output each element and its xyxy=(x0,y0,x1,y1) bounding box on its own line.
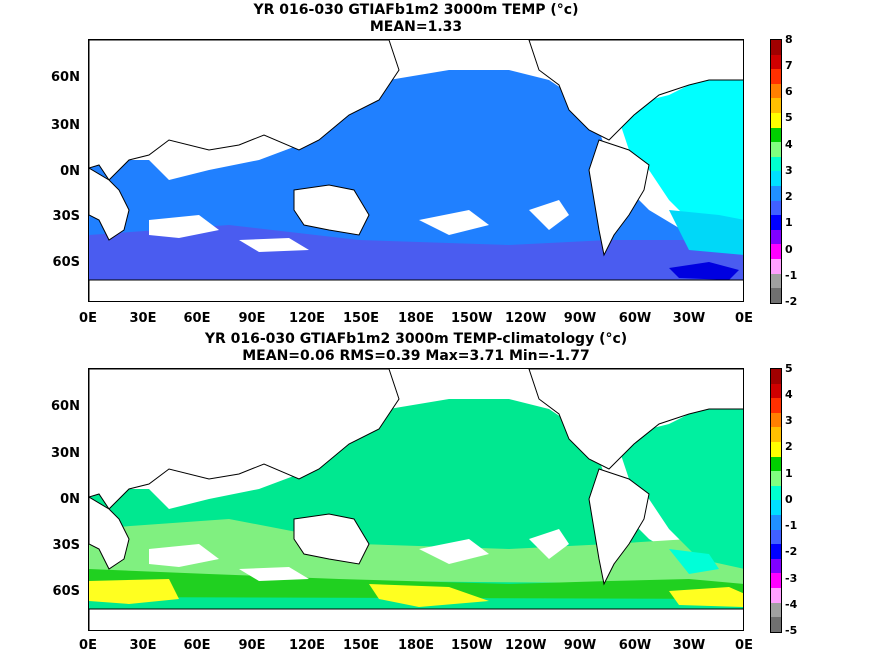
lon-label: 30E xyxy=(129,311,157,326)
cb-tick: 3 xyxy=(785,414,793,427)
top-deep-blue-patch xyxy=(669,262,739,280)
lon-label: 150W xyxy=(451,311,493,326)
lon-label: 60W xyxy=(618,638,652,653)
cb-tick: -1 xyxy=(785,269,798,282)
lon-label: 0E xyxy=(735,311,753,326)
lat-label: 0N xyxy=(60,164,80,179)
lon-label: 30W xyxy=(672,638,706,653)
top-land-australia xyxy=(293,184,370,236)
lat-label: 30N xyxy=(51,118,80,133)
lon-label: 90E xyxy=(238,311,266,326)
lon-label: 150E xyxy=(342,638,380,653)
lat-label: 60N xyxy=(51,70,80,85)
lon-label: 120W xyxy=(505,638,547,653)
top-land-eurasia xyxy=(89,40,400,181)
top-atlantic-south xyxy=(669,210,743,255)
bottom-yellow-east xyxy=(669,587,743,607)
lon-label: 90W xyxy=(563,311,597,326)
top-atlantic-field xyxy=(619,80,743,240)
cb-tick: -2 xyxy=(785,295,798,308)
cb-tick: -4 xyxy=(785,598,798,611)
lon-label: 150E xyxy=(342,311,380,326)
top-pacific-field xyxy=(89,70,743,280)
cb-tick: 7 xyxy=(785,59,793,72)
bottom-yellow-mid xyxy=(369,584,489,607)
lat-label: 60S xyxy=(52,255,80,270)
lat-label: 30S xyxy=(52,209,80,224)
lat-label: 30N xyxy=(51,446,80,461)
cb-tick: 8 xyxy=(785,33,793,46)
bottom-land-eurasia xyxy=(89,369,400,510)
lon-label: 0E xyxy=(79,311,97,326)
lon-label: 90W xyxy=(563,638,597,653)
cb-tick: 5 xyxy=(785,111,793,124)
lon-label: 30W xyxy=(672,311,706,326)
lon-label: 120W xyxy=(505,311,547,326)
lon-label: 60E xyxy=(183,311,211,326)
top-map xyxy=(88,39,744,302)
lon-label: 90E xyxy=(238,638,266,653)
lat-label: 0N xyxy=(60,492,80,507)
lon-label: 60W xyxy=(618,311,652,326)
cb-tick: 2 xyxy=(785,440,793,453)
cb-tick: 0 xyxy=(785,493,793,506)
lon-label: 0E xyxy=(735,638,753,653)
bottom-title-line2: MEAN=0.06 RMS=0.39 Max=3.71 Min=-1.77 xyxy=(242,348,590,364)
lon-label: 0E xyxy=(79,638,97,653)
cb-tick: -3 xyxy=(785,572,798,585)
bottom-land-australia xyxy=(293,513,370,565)
cb-tick: 1 xyxy=(785,467,793,480)
top-title-line2: MEAN=1.33 xyxy=(369,19,463,35)
lon-label: 120E xyxy=(288,311,326,326)
bottom-cyan-patch xyxy=(669,549,719,574)
lon-label: 180E xyxy=(397,638,435,653)
bottom-atlantic-field xyxy=(619,409,743,569)
lon-label: 120E xyxy=(288,638,326,653)
top-land-northamerica xyxy=(528,40,743,141)
bottom-colorbar xyxy=(770,368,782,633)
top-land-antarctica xyxy=(89,279,743,301)
lon-label: 150W xyxy=(451,638,493,653)
cb-tick: 1 xyxy=(785,216,793,229)
cb-tick: 3 xyxy=(785,164,793,177)
cb-tick: 4 xyxy=(785,138,793,151)
bottom-land-africa xyxy=(89,496,130,570)
top-land-africa xyxy=(89,167,130,241)
cb-tick: 6 xyxy=(785,85,793,98)
cb-tick: 5 xyxy=(785,362,793,375)
cb-tick: 4 xyxy=(785,388,793,401)
bottom-light-band xyxy=(89,519,743,584)
lon-label: 180E xyxy=(397,311,435,326)
lat-label: 60S xyxy=(52,584,80,599)
bottom-map xyxy=(88,368,744,631)
bottom-land-antarctica xyxy=(89,608,743,630)
top-colorbar xyxy=(770,39,782,304)
lon-label: 60E xyxy=(183,638,211,653)
lon-label: 30E xyxy=(129,638,157,653)
bottom-title-line1: YR 016-030 GTIAFb1m2 3000m TEMP-climatol… xyxy=(204,331,628,347)
top-southern-band xyxy=(89,225,743,280)
cb-tick: -5 xyxy=(785,624,798,637)
cb-tick: 2 xyxy=(785,190,793,203)
top-land-southamerica xyxy=(588,139,650,257)
lat-label: 60N xyxy=(51,399,80,414)
cb-tick: -2 xyxy=(785,545,798,558)
bottom-yellow-west xyxy=(89,579,179,604)
lat-label: 30S xyxy=(52,538,80,553)
bottom-land-southamerica xyxy=(588,468,650,586)
cb-tick: 0 xyxy=(785,243,793,256)
cb-tick: -1 xyxy=(785,519,798,532)
top-title-line1: YR 016-030 GTIAFb1m2 3000m TEMP (°c) xyxy=(253,2,579,18)
bottom-land-northamerica xyxy=(528,369,743,470)
